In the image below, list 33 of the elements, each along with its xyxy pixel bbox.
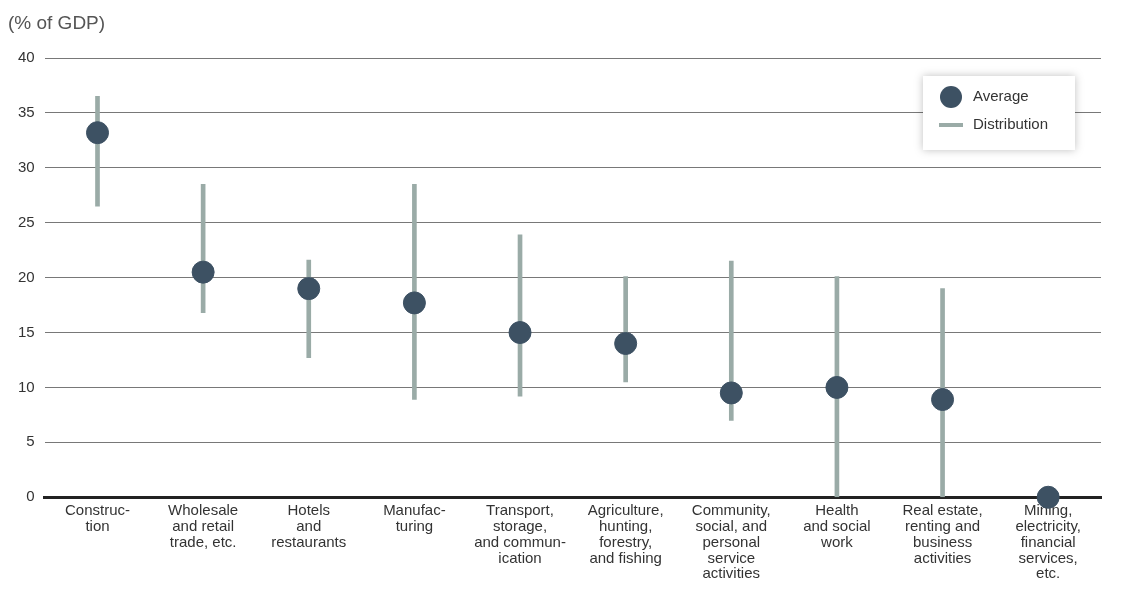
x-tick-label: Mining, electricity, financial services, etc.	[1015, 501, 1081, 582]
x-tick-label: Manufac- turing	[383, 501, 446, 535]
y-tick-label: 10	[18, 377, 35, 395]
point	[191, 260, 215, 284]
x-tick-label: Transport, storage, and commun- ication	[474, 501, 566, 566]
x-tick-label: Wholesale and retail trade, etc.	[168, 501, 239, 550]
x-tick-label: Construc- tion	[64, 501, 131, 535]
point	[297, 277, 321, 301]
y-tick-label: 0	[26, 487, 35, 505]
x-tick-label: Hotels and restaurants	[271, 501, 347, 550]
bar	[412, 183, 417, 400]
point	[719, 381, 743, 405]
legend-label: Distribution	[973, 115, 1049, 133]
y-tick-label: 25	[18, 212, 35, 230]
x-tick-label: Agriculture, hunting, forestry, and fishing	[587, 501, 664, 566]
point	[402, 291, 426, 315]
legend-label: Average	[973, 87, 1029, 105]
y-tick-label: 15	[18, 322, 35, 340]
y-tick-label: 5	[26, 432, 35, 450]
bar	[940, 288, 945, 498]
y-axis-title: (% of GDP)	[8, 11, 106, 33]
point	[614, 332, 638, 356]
y-tick-label: 20	[18, 267, 35, 285]
point	[508, 321, 532, 345]
x-tick-label: Community, social, and personal service activities	[691, 501, 771, 582]
y-tick-label: 35	[18, 103, 35, 121]
point	[825, 375, 849, 399]
y-tick-label: 30	[18, 157, 35, 175]
point	[86, 121, 109, 145]
y-tick-label: 40	[18, 48, 35, 66]
x-tick-label: Health and social work	[803, 501, 871, 550]
x-tick-label: Real estate, renting and business activities	[902, 501, 983, 566]
point	[931, 388, 955, 412]
